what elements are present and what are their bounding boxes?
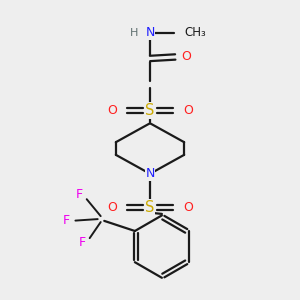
Text: N: N [145,26,155,39]
Text: O: O [183,104,193,117]
Text: O: O [107,201,117,214]
Text: H: H [130,28,138,38]
Text: F: F [78,236,85,249]
Text: CH₃: CH₃ [184,26,206,39]
Text: S: S [145,200,155,215]
Text: F: F [62,214,70,227]
Text: O: O [182,50,191,64]
Text: S: S [145,103,155,118]
Text: N: N [145,167,155,180]
Text: O: O [107,104,117,117]
Text: O: O [183,201,193,214]
Text: F: F [75,188,82,201]
